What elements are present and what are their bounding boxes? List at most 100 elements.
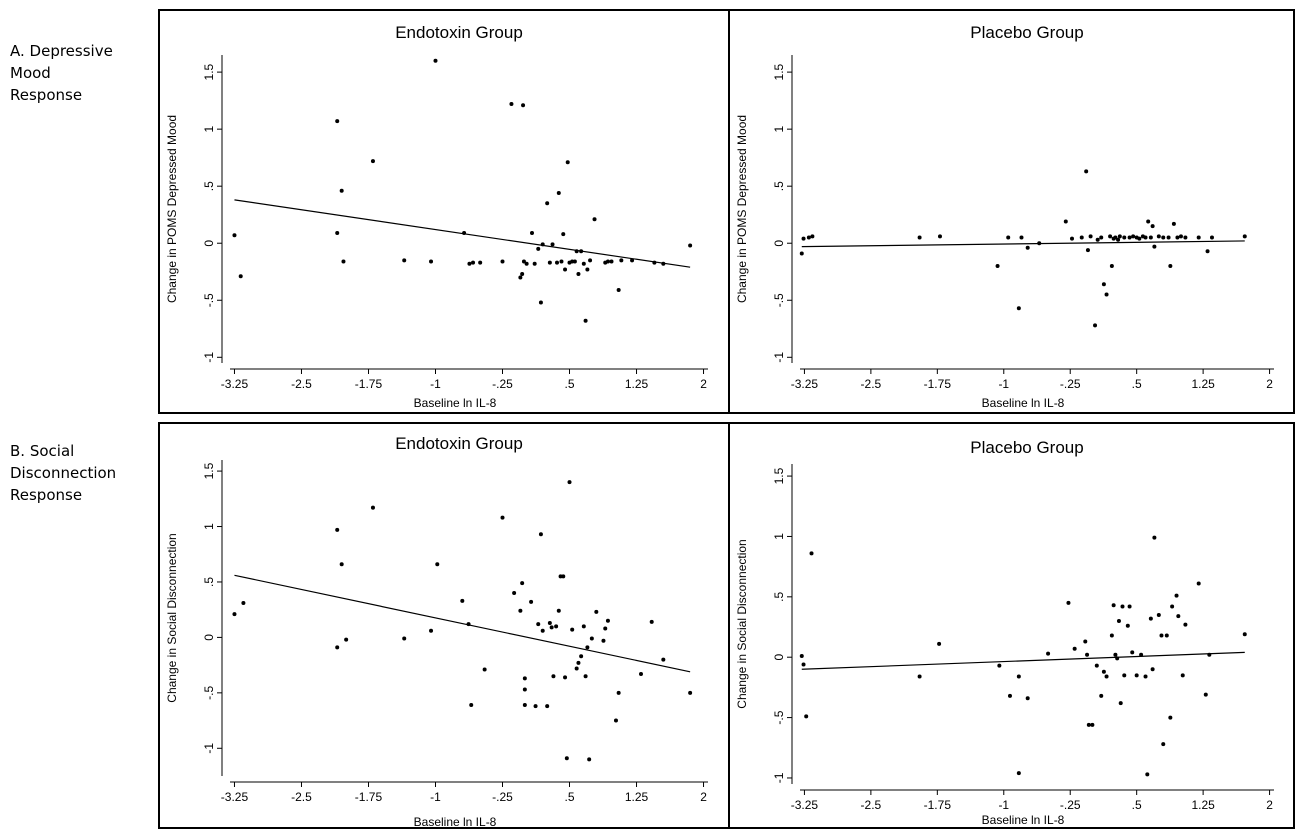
- data-point: [1171, 221, 1176, 226]
- data-point: [1161, 742, 1166, 747]
- y-tick-label: .5: [772, 181, 786, 191]
- fit-line: [801, 240, 1245, 248]
- data-point: [688, 243, 693, 248]
- data-point: [1006, 235, 1011, 240]
- data-point: [630, 258, 635, 263]
- x-tick-label: .5: [565, 790, 575, 804]
- data-point: [1122, 235, 1127, 240]
- y-axis-label: Change in POMS Depressed Mood: [165, 115, 179, 303]
- x-tick-label: -.25: [492, 377, 513, 391]
- x-tick-label: 2: [700, 377, 707, 391]
- x-tick-label: 2: [1266, 377, 1273, 391]
- data-point: [804, 714, 809, 719]
- data-point: [538, 300, 543, 305]
- data-point: [1207, 652, 1212, 657]
- data-point: [1242, 234, 1247, 239]
- data-point: [460, 598, 465, 603]
- row-label-line: Response: [10, 486, 83, 504]
- x-tick-label: .5: [565, 377, 575, 391]
- data-point: [466, 622, 471, 627]
- x-axis-label: Baseline ln IL-8: [414, 396, 497, 410]
- chart-title: Placebo Group: [970, 438, 1083, 457]
- y-tick-label: -.5: [202, 686, 216, 700]
- data-point: [1113, 652, 1118, 657]
- data-point: [335, 230, 340, 235]
- data-point: [554, 624, 559, 629]
- data-point: [579, 249, 584, 254]
- data-point: [1161, 235, 1166, 240]
- y-tick-label: -1: [772, 352, 786, 363]
- data-point: [550, 242, 555, 247]
- data-point: [1066, 600, 1071, 605]
- data-point: [589, 636, 594, 641]
- data-point: [652, 260, 657, 265]
- data-point: [545, 704, 550, 709]
- y-tick-label: 0: [202, 634, 216, 641]
- data-point: [565, 160, 570, 165]
- panel-a-placebo: Placebo Group -1 -.5 0 .5 1 1.5 -3.25 -2.5 -1.75 -…: [728, 9, 1295, 414]
- data-point: [1156, 234, 1161, 239]
- y-tick-label: 1: [772, 125, 786, 132]
- scatter-plot-a-endotoxin: Endotoxin Group -1 -.5 0 .5 1 1.5 -3.25 -2.5 -1.7…: [165, 23, 708, 410]
- scatter-plot-b-endotoxin: Endotoxin Group -1 -.5 0 .5 1 1.5 -3.25 -2.5 -1.7…: [165, 434, 708, 829]
- data-point: [581, 261, 586, 266]
- data-point: [462, 230, 467, 235]
- data-point: [1116, 237, 1121, 242]
- data-point: [619, 258, 624, 263]
- data-point: [1007, 693, 1012, 698]
- data-point: [556, 608, 561, 613]
- data-point: [563, 675, 568, 680]
- data-point: [467, 261, 472, 266]
- data-point: [241, 601, 246, 606]
- y-tick-label: 0: [772, 654, 786, 661]
- data-point: [478, 260, 483, 265]
- data-point: [594, 609, 599, 614]
- x-tick-label: .5: [1132, 798, 1142, 812]
- data-point: [1079, 235, 1084, 240]
- data-point: [1120, 604, 1125, 609]
- data-point: [1094, 663, 1099, 668]
- data-point: [1150, 667, 1155, 672]
- data-point: [801, 236, 806, 241]
- fit-line: [801, 651, 1245, 670]
- x-tick-label: .5: [1132, 377, 1142, 391]
- data-point: [533, 704, 538, 709]
- row-label-line: A. Depressive: [10, 42, 113, 60]
- data-point: [1130, 650, 1135, 655]
- data-point: [937, 641, 942, 646]
- data-point: [605, 259, 610, 264]
- y-axis-label: Change in Social Disconnection: [165, 533, 179, 702]
- data-point: [799, 654, 804, 658]
- data-point: [995, 264, 1000, 269]
- data-point: [1143, 674, 1148, 679]
- data-point: [1127, 604, 1132, 609]
- data-point: [561, 574, 566, 579]
- data-point: [335, 119, 340, 124]
- data-point: [370, 159, 375, 164]
- data-point: [1122, 673, 1127, 678]
- data-point: [1134, 673, 1139, 678]
- x-tick-label: -2.5: [291, 377, 312, 391]
- data-point: [649, 619, 654, 624]
- chart-title: Placebo Group: [970, 23, 1083, 42]
- x-tick-label: -.25: [1060, 798, 1081, 812]
- data-point: [1016, 306, 1021, 311]
- fit-line: [234, 574, 691, 673]
- data-point: [585, 267, 590, 272]
- data-point: [429, 628, 434, 633]
- data-point: [1127, 235, 1132, 240]
- data-point: [561, 232, 566, 237]
- data-point: [1176, 614, 1181, 619]
- data-point: [576, 660, 581, 665]
- data-point: [1069, 236, 1074, 241]
- data-point: [1115, 656, 1120, 661]
- data-point: [521, 259, 526, 264]
- data-point: [585, 645, 590, 650]
- data-point: [559, 259, 564, 264]
- data-point: [1178, 234, 1183, 239]
- data-point: [547, 620, 552, 625]
- data-point: [583, 318, 588, 323]
- data-point: [809, 551, 814, 556]
- data-point: [688, 690, 693, 695]
- x-axis-label: Baseline ln IL-8: [982, 813, 1065, 827]
